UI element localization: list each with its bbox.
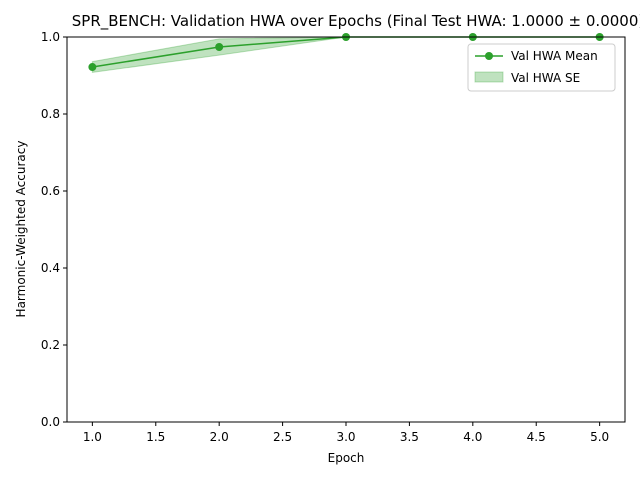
data-point [215, 43, 224, 52]
x-tick-label: 2.0 [210, 430, 229, 444]
x-tick-label: 1.5 [146, 430, 165, 444]
x-tick-label: 1.0 [83, 430, 102, 444]
axes-frame [66, 36, 626, 423]
plot-area: 1.0 1.5 2.0 2.5 3.0 3.5 4.0 4.5 5.0 0.0 0.2 0.4 0.6 0… [41, 30, 626, 444]
x-tick-label: 3.0 [336, 430, 355, 444]
y-tick-label: 0.6 [41, 184, 60, 198]
legend-label-se: Val HWA SE [511, 71, 580, 85]
x-tick-label: 2.5 [273, 430, 292, 444]
y-tick-label: 0.0 [41, 415, 60, 429]
data-point [88, 63, 97, 72]
x-tick-label: 4.5 [527, 430, 546, 444]
y-axis-label: Harmonic-Weighted Accuracy [14, 141, 28, 318]
legend-band-swatch [474, 71, 504, 83]
x-tick-label: 5.0 [590, 430, 609, 444]
x-tick-label: 4.0 [463, 430, 482, 444]
y-tick-label: 0.4 [41, 261, 60, 275]
x-axis-label: Epoch [328, 451, 365, 465]
x-tick-label: 3.5 [400, 430, 419, 444]
chart-title: SPR_BENCH: Validation HWA over Epochs (F… [72, 12, 640, 31]
legend-marker-swatch [485, 52, 493, 60]
y-tick-label: 0.8 [41, 107, 60, 121]
legend: Val HWA Mean Val HWA SE [467, 43, 616, 92]
legend-frame [467, 43, 616, 92]
legend-label-mean: Val HWA Mean [511, 49, 598, 63]
y-tick-label: 0.2 [41, 338, 60, 352]
y-tick-label: 1.0 [41, 30, 60, 44]
